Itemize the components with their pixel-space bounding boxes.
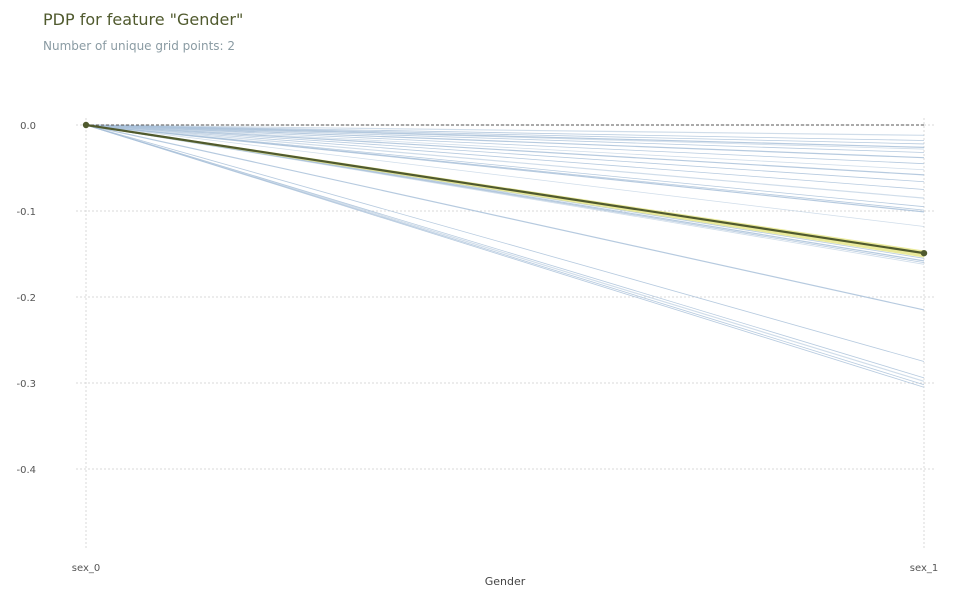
y-tick-label: -0.2 — [16, 293, 36, 304]
ice-line — [85, 124, 925, 227]
ice-line — [85, 124, 925, 388]
ice-line — [85, 124, 925, 183]
ice-line — [85, 124, 925, 362]
ice-line — [85, 124, 925, 176]
y-tick-label: -0.3 — [16, 379, 36, 390]
ice-line — [85, 124, 925, 159]
ice-line — [85, 124, 925, 208]
x-tick-label: sex_0 — [72, 563, 100, 574]
chart-subtitle: Number of unique grid points: 2 — [43, 39, 236, 53]
ice-line — [85, 124, 925, 171]
ice-line — [85, 124, 925, 190]
ice-line — [85, 124, 925, 265]
pdp-point — [920, 249, 928, 257]
chart-title: PDP for feature "Gender" — [43, 10, 244, 29]
pdp-line — [85, 123, 925, 255]
ice-line — [85, 124, 925, 386]
y-tick-label: -0.4 — [16, 465, 36, 476]
x-tick-labels: sex_0 sex_1 — [72, 563, 938, 574]
x-tick-label: sex_1 — [910, 563, 938, 574]
y-tick-labels: 0.0 -0.1 -0.2 -0.3 -0.4 — [16, 121, 36, 476]
ice-line — [85, 124, 925, 136]
ice-line — [85, 124, 925, 150]
ice-line — [85, 124, 925, 153]
y-tick-label: 0.0 — [20, 121, 36, 132]
ice-line — [85, 124, 925, 199]
y-tick-label: -0.1 — [16, 207, 36, 218]
grid-layer — [76, 118, 934, 548]
ice-line — [85, 124, 925, 213]
pdp-point — [82, 121, 90, 129]
ice-line — [85, 124, 925, 311]
ice-line — [85, 124, 925, 165]
ice-line — [85, 124, 925, 382]
pdp-line-layer — [82, 121, 928, 257]
ice-line — [85, 124, 925, 141]
x-axis-label: Gender — [485, 575, 526, 588]
ice-lines — [85, 124, 925, 388]
